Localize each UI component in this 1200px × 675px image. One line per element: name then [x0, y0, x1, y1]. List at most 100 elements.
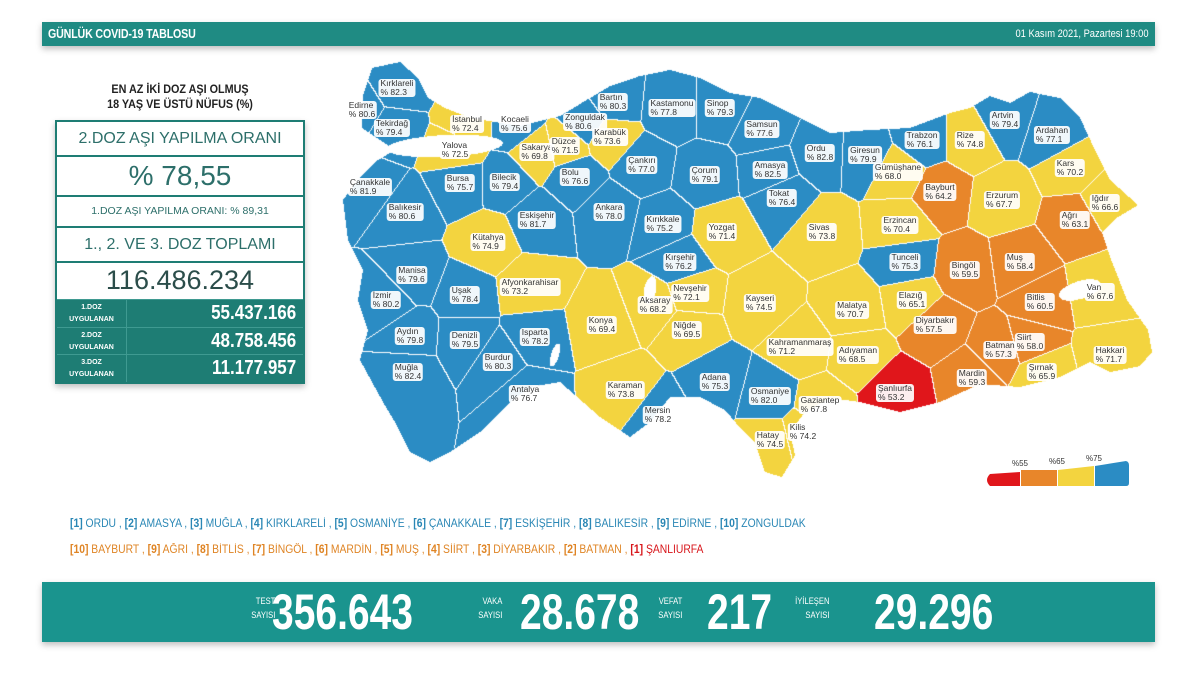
- province-label[interactable]: Diyarbakır% 57.5: [913, 315, 957, 334]
- province-label[interactable]: Sakarya% 69.8: [519, 142, 555, 161]
- legend-province: [6] ÇANAKKALE: [413, 518, 491, 530]
- province-label[interactable]: Denizli% 79.5: [449, 330, 481, 349]
- province-label[interactable]: Van% 67.6: [1084, 282, 1116, 301]
- province-label[interactable]: Çankırı% 77.0: [626, 155, 658, 174]
- province-label[interactable]: Sivas% 73.8: [806, 222, 838, 241]
- province-label[interactable]: Mardin% 59.3: [956, 368, 988, 387]
- province-label[interactable]: Bayburt% 64.2: [923, 182, 957, 201]
- province-label[interactable]: Gümüşhane% 68.0: [872, 162, 924, 181]
- province-label[interactable]: Düzce% 71.5: [549, 136, 581, 155]
- province-label[interactable]: Muş% 58.4: [1004, 252, 1036, 271]
- dose1-row: 1.DOZ UYGULANAN 55.437.166: [57, 299, 303, 327]
- province-label[interactable]: Zonguldak% 80.6: [563, 112, 607, 131]
- province-label[interactable]: Kütahya% 74.9: [470, 232, 506, 251]
- legend-separator: ,: [490, 518, 500, 530]
- province-label[interactable]: Bitlis% 60.5: [1024, 292, 1056, 311]
- province-label[interactable]: Ağrı% 63.1: [1059, 210, 1091, 229]
- province-label[interactable]: Isparta% 78.2: [519, 327, 551, 346]
- province-label[interactable]: Gaziantep% 67.8: [798, 395, 842, 414]
- legend-province: [5] MUŞ: [380, 544, 419, 556]
- province-label[interactable]: Bartın% 80.3: [597, 92, 629, 111]
- province-label[interactable]: Aydın% 79.8: [394, 326, 426, 345]
- province-label[interactable]: İstanbul% 72.4: [450, 114, 484, 133]
- province-label[interactable]: Batman% 57.3: [983, 340, 1017, 359]
- province-label[interactable]: Bursa% 75.7: [444, 173, 476, 192]
- province-label[interactable]: Çorum% 79.1: [689, 165, 721, 184]
- province-label[interactable]: Siirt% 58.0: [1014, 332, 1046, 351]
- province-label[interactable]: Şanlıurfa% 53.2: [875, 383, 915, 402]
- province-label[interactable]: Niğde% 69.5: [671, 320, 703, 339]
- province-label[interactable]: Aksaray% 68.2: [637, 295, 673, 314]
- province-label[interactable]: Karabük% 73.6: [592, 127, 628, 146]
- province-label[interactable]: Osmaniye% 82.0: [748, 386, 792, 405]
- province-label[interactable]: Antalya% 76.7: [508, 384, 542, 403]
- province-label[interactable]: Edirne% 80.6: [346, 100, 378, 119]
- legend-separator: ,: [469, 544, 478, 556]
- province-label[interactable]: Elazığ% 65.1: [896, 290, 928, 309]
- province-label[interactable]: Tunceli% 75.3: [889, 252, 921, 271]
- province-label[interactable]: Konya% 69.4: [586, 315, 618, 334]
- province-label[interactable]: Rize% 74.8: [954, 130, 986, 149]
- cases-count: 28.678: [520, 584, 640, 640]
- province-label[interactable]: Eskişehir% 81.7: [517, 210, 557, 229]
- province-label[interactable]: Kırşehir% 76.2: [663, 252, 697, 271]
- province-label[interactable]: Tokat% 76.4: [766, 188, 798, 207]
- province-label[interactable]: Yalova% 72.5: [439, 140, 471, 159]
- province-label[interactable]: Kocaeli% 75.6: [499, 114, 531, 133]
- province-label[interactable]: Bilecik% 79.4: [489, 172, 521, 191]
- dose2-value: 48.758.456: [211, 329, 297, 352]
- province-label[interactable]: Adıyaman% 68.5: [836, 345, 880, 364]
- province-label[interactable]: Uşak% 78.4: [449, 285, 481, 304]
- province-label[interactable]: Erzincan% 70.4: [881, 215, 919, 234]
- province-label[interactable]: Hatay% 74.5: [754, 430, 786, 449]
- province-label[interactable]: Kırklareli% 82.3: [378, 78, 416, 97]
- province-label[interactable]: Mersin% 78.2: [642, 405, 674, 424]
- province-label[interactable]: Ordu% 82.8: [804, 143, 836, 162]
- province-label[interactable]: Tekirdağ% 79.4: [373, 118, 411, 137]
- province-label[interactable]: Yozgat% 71.4: [706, 222, 738, 241]
- test-count: 356.643: [272, 584, 413, 640]
- dose1-rate: 1.DOZ AŞI YAPILMA ORANI: % 89,31: [57, 197, 303, 228]
- province-label[interactable]: Hakkari% 71.7: [1093, 345, 1127, 364]
- province-label[interactable]: Kahramanmaraş% 71.2: [766, 337, 834, 356]
- province-label[interactable]: Malatya% 70.7: [835, 300, 869, 319]
- province-label[interactable]: Kastamonu% 77.8: [648, 98, 696, 117]
- province-label[interactable]: Erzurum% 67.7: [983, 190, 1021, 209]
- province-label[interactable]: Kırıkkale% 75.2: [644, 214, 682, 233]
- scale-label-55: %55: [1012, 459, 1029, 468]
- province-label[interactable]: Ankara% 78.0: [593, 202, 625, 221]
- legend-separator: ,: [711, 518, 720, 530]
- province-label[interactable]: Trabzon% 76.1: [904, 130, 940, 149]
- province-label[interactable]: Nevşehir% 72.1: [671, 283, 709, 302]
- dose1-label: 1.DOZ UYGULANAN: [57, 300, 127, 327]
- province-label[interactable]: Ardahan% 77.1: [1033, 125, 1071, 144]
- legend-province: [1] ŞANLIURFA: [630, 544, 704, 556]
- province-label[interactable]: Giresun% 79.9: [848, 145, 882, 164]
- province-label[interactable]: Şırnak% 65.9: [1026, 362, 1058, 381]
- province-label[interactable]: Kars% 70.2: [1054, 158, 1086, 177]
- province-label[interactable]: Karaman% 73.8: [605, 380, 645, 399]
- province-label[interactable]: Kilis% 74.2: [787, 422, 819, 441]
- province-label[interactable]: Iğdır% 66.6: [1089, 193, 1121, 212]
- province-label[interactable]: Bolu% 76.6: [559, 167, 591, 186]
- province-label[interactable]: Sinop% 79.3: [704, 98, 736, 117]
- province-label[interactable]: Çanakkale% 81.9: [347, 177, 393, 196]
- province-label[interactable]: Afyonkarahisar% 73.2: [499, 277, 561, 296]
- province-label[interactable]: Amasya% 82.5: [752, 160, 788, 179]
- province-label[interactable]: Samsun% 77.6: [744, 119, 780, 138]
- legend-province: [10] ZONGULDAK: [719, 518, 806, 530]
- province-label[interactable]: Muğla% 82.4: [392, 362, 424, 381]
- province-label[interactable]: Kayseri% 74.5: [743, 293, 777, 312]
- province-label[interactable]: Artvin% 79.4: [989, 110, 1021, 129]
- province-label[interactable]: Balıkesir% 80.6: [386, 202, 424, 221]
- province-label[interactable]: Adana% 75.3: [699, 372, 731, 391]
- cases-label: VAKA SAYISI: [477, 596, 502, 620]
- legend-province: [9] AĞRI: [147, 544, 188, 556]
- province-label[interactable]: İzmir% 80.2: [370, 290, 402, 309]
- province-label[interactable]: Manisa% 79.6: [396, 265, 428, 284]
- province-label[interactable]: Bingöl% 59.5: [949, 260, 981, 279]
- dose3-row: 3.DOZ UYGULANAN 11.177.957: [57, 354, 303, 382]
- legend-province: [2] AMASYA: [124, 518, 182, 530]
- dose2-label: 2.DOZ UYGULANAN: [57, 327, 127, 354]
- province-label[interactable]: Burdur% 80.3: [482, 352, 514, 371]
